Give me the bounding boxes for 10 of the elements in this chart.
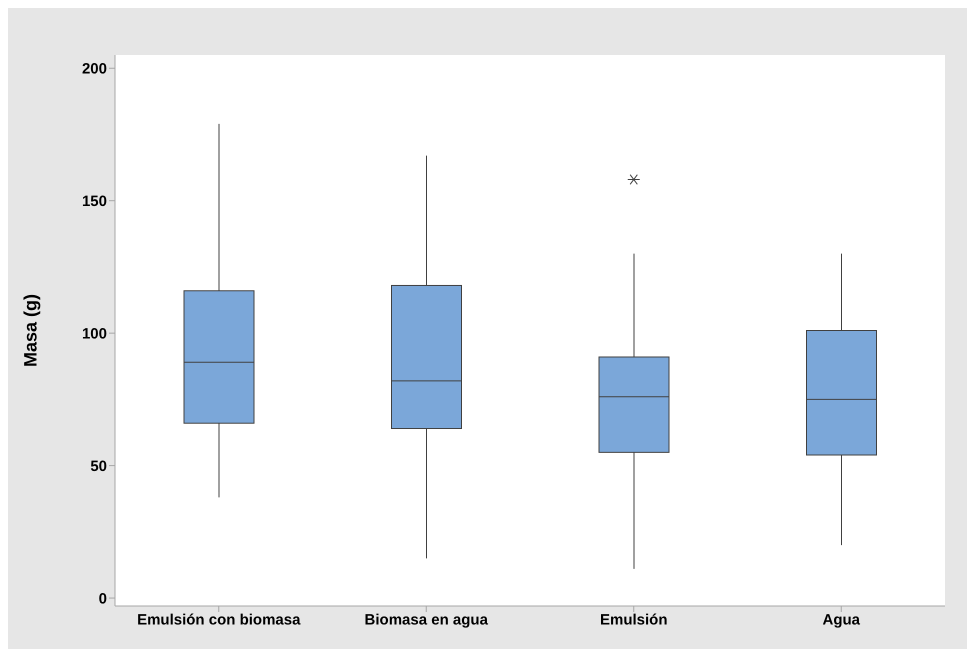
x-tick-label: Emulsión con biomasa xyxy=(137,612,302,629)
y-tick-label: 100 xyxy=(82,325,107,342)
x-tick-label: Biomasa en agua xyxy=(364,612,489,629)
y-tick-label: 150 xyxy=(82,193,107,210)
y-tick-label: 200 xyxy=(82,60,107,78)
y-tick-label: 50 xyxy=(90,458,107,475)
y-tick-label: 0 xyxy=(98,590,107,608)
x-tick-label: Emulsión xyxy=(600,612,668,629)
x-tick-label: Agua xyxy=(822,612,861,629)
y-axis-title: Masa (g) xyxy=(20,294,40,368)
